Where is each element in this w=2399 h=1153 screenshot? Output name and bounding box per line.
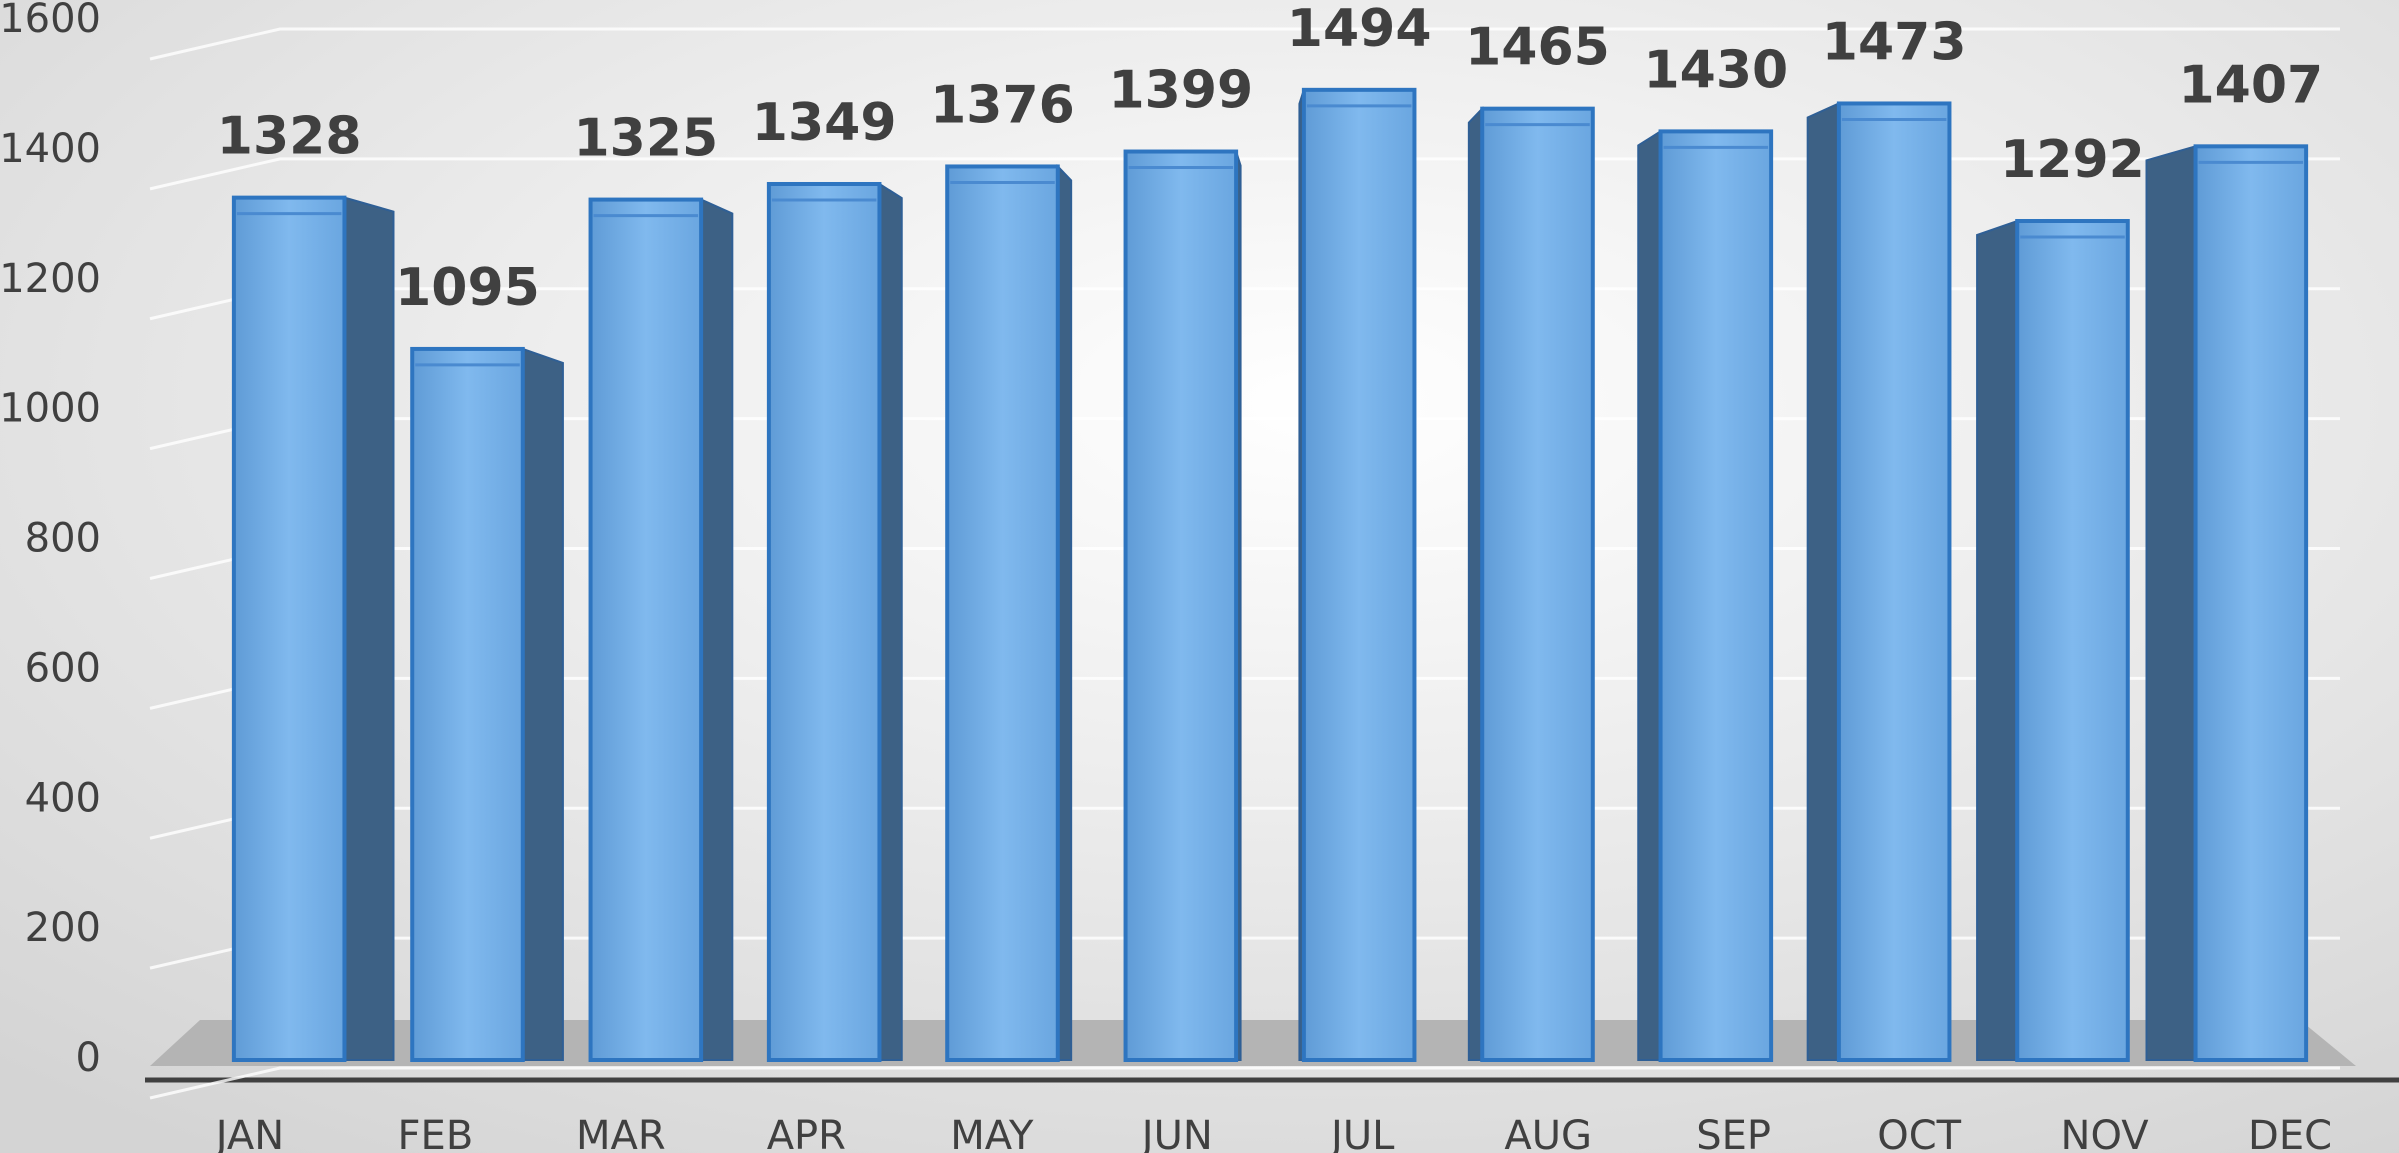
x-tick-label: SEP xyxy=(1696,1113,1771,1153)
data-label: 1376 xyxy=(930,75,1075,135)
x-tick-label: DEC xyxy=(2248,1113,2332,1153)
x-tick-label: OCT xyxy=(1877,1113,1961,1153)
y-tick-label: 400 xyxy=(25,775,101,821)
y-tick-label: 1000 xyxy=(0,386,101,432)
bar xyxy=(410,346,525,1062)
x-tick-label: JAN xyxy=(213,1113,284,1153)
x-tick-label: MAY xyxy=(950,1113,1034,1153)
y-tick-label: 200 xyxy=(25,905,101,951)
data-label: 1292 xyxy=(2000,130,2145,190)
data-label: 1407 xyxy=(2178,55,2323,115)
bar xyxy=(766,181,882,1063)
y-tick-label: 1600 xyxy=(0,0,101,42)
bars xyxy=(231,87,2309,1063)
bar-side xyxy=(878,182,903,1061)
bar xyxy=(231,195,347,1062)
data-label: 1473 xyxy=(1822,12,1967,72)
bar-side xyxy=(343,196,395,1061)
bar xyxy=(588,197,704,1062)
grid-line xyxy=(149,27,2340,61)
bar xyxy=(1123,149,1239,1063)
bar-side xyxy=(1467,106,1484,1061)
y-tick-label: 0 xyxy=(76,1035,101,1081)
x-tick-label: JUN xyxy=(1139,1113,1213,1153)
y-tick-label: 1400 xyxy=(0,126,101,172)
bar-side xyxy=(1056,163,1073,1061)
bar xyxy=(945,164,1060,1062)
y-tick-label: 800 xyxy=(25,516,101,562)
bar xyxy=(1658,129,1774,1063)
x-tick-label: MAR xyxy=(576,1113,666,1153)
bar xyxy=(1480,106,1595,1062)
bar-side xyxy=(521,347,564,1061)
data-label: 1328 xyxy=(217,107,362,167)
bar-side xyxy=(1976,219,2019,1061)
x-tick-label: JUL xyxy=(1328,1113,1395,1153)
bar-side xyxy=(1806,101,1840,1061)
data-label: 1325 xyxy=(573,109,718,169)
x-tick-label: NOV xyxy=(2061,1113,2150,1153)
bar-side xyxy=(2145,145,2197,1061)
y-tick-label: 600 xyxy=(25,645,101,691)
grid-line xyxy=(149,1066,2340,1100)
y-tick-label: 1200 xyxy=(0,256,101,302)
x-tick-label: AUG xyxy=(1504,1113,1592,1153)
bar xyxy=(1836,101,1952,1062)
data-label: 1399 xyxy=(1108,61,1253,121)
data-label: 1349 xyxy=(752,93,897,153)
data-label: 1494 xyxy=(1287,0,1432,59)
data-label: 1465 xyxy=(1465,18,1610,78)
bar-side xyxy=(1637,129,1662,1061)
data-label: 1430 xyxy=(1643,40,1788,100)
labels: 0 200 400 600 800 1000 1200 1400 1600 JAN 1328 FEB 1… xyxy=(0,0,2332,1153)
bar xyxy=(2015,219,2130,1062)
x-tick-label: APR xyxy=(767,1113,846,1153)
x-tick-label: FEB xyxy=(398,1113,474,1153)
bar xyxy=(2193,144,2309,1063)
bar-side xyxy=(700,198,734,1061)
bar xyxy=(1301,87,1417,1063)
data-label: 1095 xyxy=(395,258,540,318)
